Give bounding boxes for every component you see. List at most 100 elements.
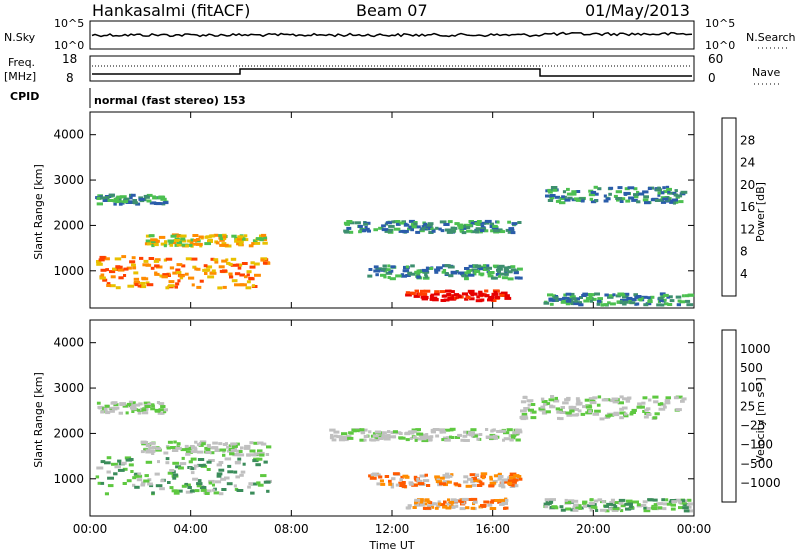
velocity-cell — [493, 474, 501, 478]
power-cell — [435, 226, 439, 230]
velocity-cell — [130, 470, 134, 473]
velocity-cell — [490, 429, 494, 433]
power-cell — [663, 190, 670, 194]
velocity-cell — [383, 437, 391, 441]
power-cell — [667, 303, 673, 306]
power-cell — [607, 295, 614, 299]
velocity-cell — [683, 499, 688, 503]
velocity-cell — [363, 438, 367, 442]
power-cell — [117, 268, 125, 272]
power-cell — [552, 299, 559, 302]
velocity-cell — [256, 457, 263, 461]
velocity-cell — [113, 472, 118, 476]
velocity-cell — [559, 417, 564, 421]
power-cell — [641, 295, 648, 299]
nsky-tick-left-bottom: 10^0 — [54, 39, 84, 52]
power-cell — [679, 300, 686, 304]
power-cell — [487, 271, 495, 274]
velocity-cell — [227, 470, 234, 474]
power-cell — [559, 197, 566, 200]
power-cell — [662, 186, 666, 190]
x-tick-label: 04:00 — [173, 522, 208, 536]
velocity-cell — [128, 463, 134, 467]
velocity-cell — [479, 482, 485, 486]
power-cell — [494, 296, 501, 299]
velocity-cell — [331, 438, 337, 442]
velocity-cell — [206, 460, 212, 464]
power-cell — [165, 257, 173, 261]
velocity-cell — [588, 502, 595, 505]
velocity-cell — [399, 436, 406, 440]
power-cell — [441, 270, 446, 274]
power-cell — [422, 270, 430, 274]
velocity-cell — [240, 446, 244, 450]
velocity-cell — [457, 484, 462, 488]
velocity-cell — [380, 482, 386, 486]
power-cell — [389, 277, 396, 281]
power-cell — [131, 263, 134, 267]
power-cell — [623, 192, 628, 196]
power-cell — [123, 200, 129, 204]
velocity-ytick-label: 3000 — [53, 381, 84, 395]
velocity-cell — [644, 408, 649, 412]
velocity-cell — [618, 501, 624, 505]
velocity-cell — [665, 396, 671, 400]
power-cell — [261, 236, 268, 240]
velocity-cell — [184, 447, 192, 451]
velocity-cell — [376, 482, 381, 486]
power-cell — [400, 273, 405, 277]
velocity-colorbar-tick: −25 — [740, 419, 765, 433]
velocity-cell — [160, 405, 166, 408]
power-cell — [160, 197, 167, 201]
velocity-cell — [226, 482, 233, 486]
power-cell — [552, 188, 558, 192]
velocity-cell — [266, 445, 272, 449]
velocity-cell — [489, 433, 496, 437]
velocity-cell — [213, 491, 220, 495]
velocity-cell — [507, 481, 512, 485]
velocity-cell — [551, 505, 558, 509]
power-cell — [362, 229, 367, 232]
power-cell — [181, 264, 186, 268]
velocity-cell — [205, 448, 211, 451]
power-cell — [592, 297, 597, 301]
velocity-cell — [375, 438, 380, 442]
power-cell — [553, 296, 559, 300]
velocity-cell — [151, 491, 155, 495]
velocity-cell — [428, 438, 432, 441]
power-cell — [178, 239, 186, 243]
power-cell — [164, 240, 168, 244]
velocity-cell — [589, 498, 593, 502]
power-cell — [484, 289, 489, 293]
power-cell — [487, 298, 494, 302]
power-cell — [204, 235, 209, 239]
power-cell — [163, 244, 167, 248]
freq-line — [92, 68, 692, 77]
power-cell — [384, 229, 389, 233]
power-cell — [127, 284, 135, 288]
nsky-tick-right-top: 10^5 — [705, 17, 735, 30]
power-cell — [405, 265, 409, 269]
velocity-cell — [488, 484, 494, 488]
velocity-cell — [609, 399, 614, 403]
power-cell — [503, 268, 510, 272]
velocity-cell — [498, 475, 504, 478]
power-cell — [442, 294, 448, 298]
velocity-cell — [197, 458, 205, 461]
velocity-cell — [658, 502, 663, 506]
power-cell — [576, 297, 580, 301]
power-cell — [151, 244, 155, 248]
velocity-cell — [154, 409, 161, 413]
power-cell — [473, 270, 481, 273]
power-cell — [148, 257, 155, 260]
velocity-cell — [538, 407, 545, 411]
velocity-cell — [207, 489, 212, 493]
power-cell — [475, 222, 481, 226]
velocity-cell — [438, 428, 446, 432]
power-cell — [109, 284, 116, 288]
velocity-cell — [226, 445, 230, 449]
power-cell — [229, 275, 234, 279]
power-cell — [622, 295, 629, 299]
power-cell — [492, 264, 499, 268]
power-cell — [249, 265, 256, 269]
